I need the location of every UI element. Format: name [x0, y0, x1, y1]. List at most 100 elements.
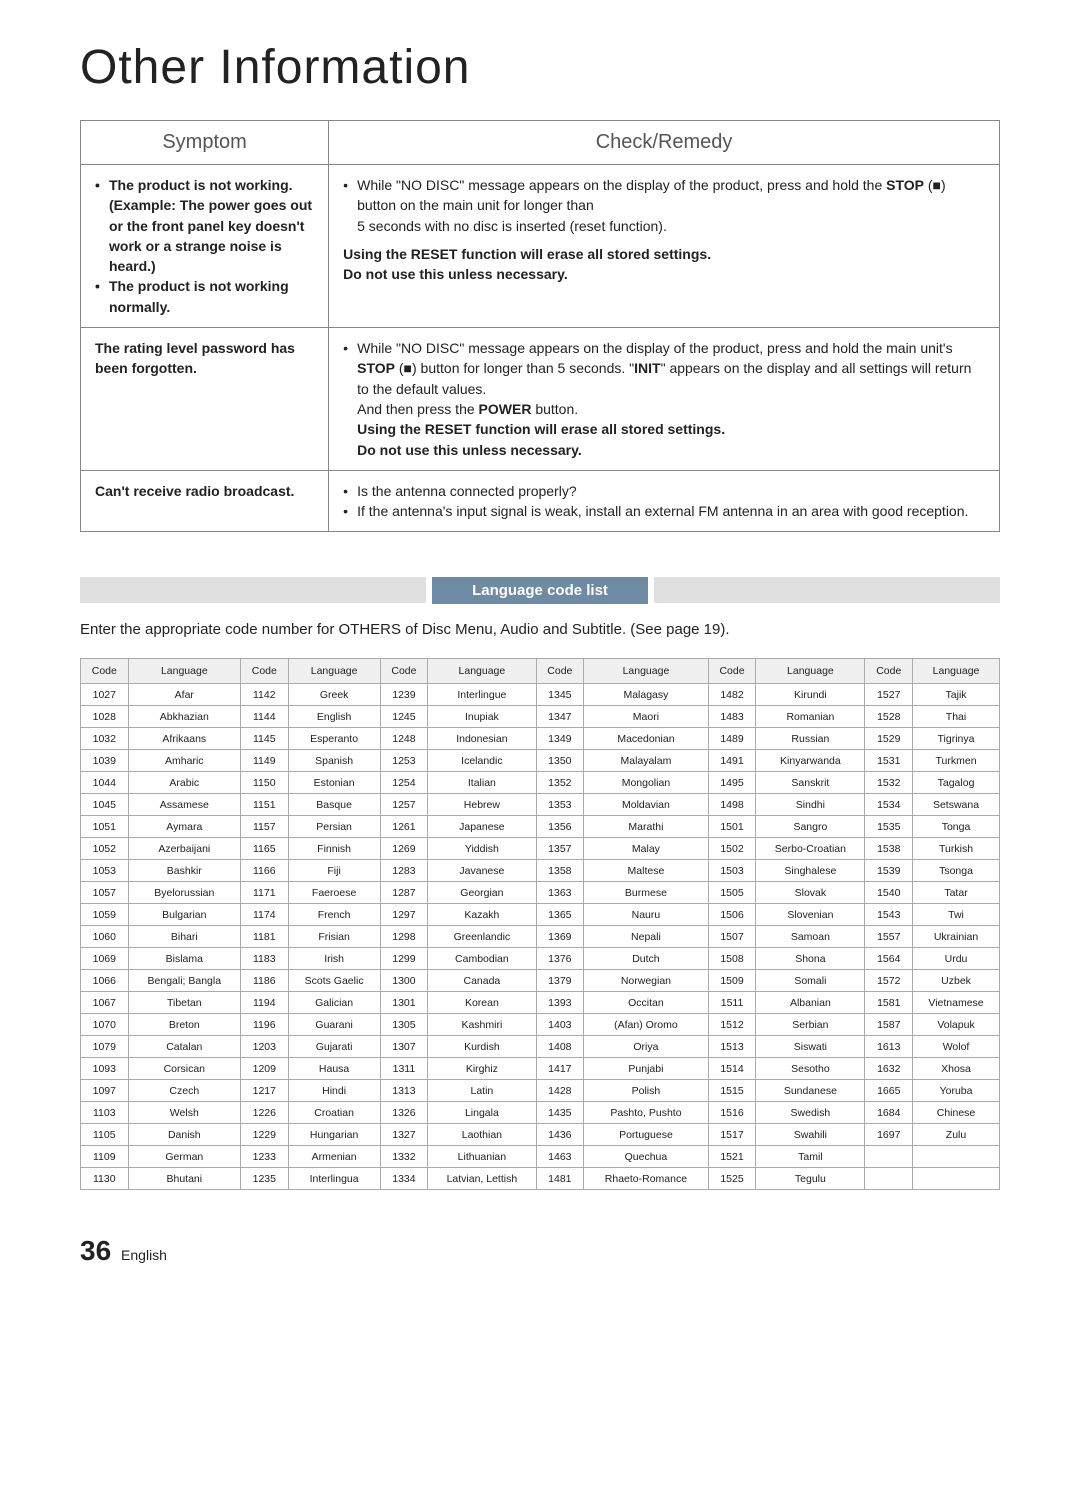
lang-cell: 1393 [536, 992, 584, 1014]
lang-cell: Kirghiz [428, 1058, 536, 1080]
lang-cell: Kurdish [428, 1036, 536, 1058]
lang-cell: 1365 [536, 904, 584, 926]
lang-cell: 1356 [536, 816, 584, 838]
symptom-cell: Can't receive radio broadcast. [81, 470, 329, 532]
lang-cell: Greenlandic [428, 926, 536, 948]
lang-cell: Samoan [756, 926, 865, 948]
lang-cell: Bulgarian [128, 904, 240, 926]
section-title: Language code list [426, 577, 654, 604]
lang-cell: 1171 [241, 882, 289, 904]
lang-cell: Russian [756, 728, 865, 750]
th-symptom: Symptom [81, 121, 329, 165]
lang-cell: Canada [428, 970, 536, 992]
lang-cell: Inupiak [428, 706, 536, 728]
lang-th: Code [241, 659, 289, 684]
lang-cell: 1039 [81, 750, 129, 772]
lang-cell: 1353 [536, 794, 584, 816]
lang-cell: 1298 [380, 926, 428, 948]
lang-cell: 1235 [241, 1168, 289, 1190]
lang-cell: 1521 [708, 1146, 756, 1168]
lang-cell: (Afan) Oromo [584, 1014, 709, 1036]
lang-cell: 1174 [241, 904, 289, 926]
lang-th: Code [708, 659, 756, 684]
lang-cell: 1350 [536, 750, 584, 772]
lang-cell: Xhosa [913, 1058, 1000, 1080]
lang-cell: 1532 [865, 772, 913, 794]
lang-cell: 1501 [708, 816, 756, 838]
lang-cell: 1512 [708, 1014, 756, 1036]
lang-cell: 1097 [81, 1080, 129, 1102]
lang-cell: 1347 [536, 706, 584, 728]
lang-cell: Persian [288, 816, 380, 838]
lang-cell: 1248 [380, 728, 428, 750]
lang-cell: Slovenian [756, 904, 865, 926]
lang-th: Code [536, 659, 584, 684]
lang-cell: 1069 [81, 948, 129, 970]
lang-cell: Frisian [288, 926, 380, 948]
lang-cell: 1352 [536, 772, 584, 794]
lang-cell: 1257 [380, 794, 428, 816]
lang-cell: 1498 [708, 794, 756, 816]
lang-cell: Croatian [288, 1102, 380, 1124]
lang-cell: Cambodian [428, 948, 536, 970]
lang-cell: Somali [756, 970, 865, 992]
lang-cell: Serbian [756, 1014, 865, 1036]
lang-cell: Kinyarwanda [756, 750, 865, 772]
lang-cell: Albanian [756, 992, 865, 1014]
lang-cell: Thai [913, 706, 1000, 728]
lang-cell: Hungarian [288, 1124, 380, 1146]
lang-cell: 1408 [536, 1036, 584, 1058]
lang-cell: 1057 [81, 882, 129, 904]
lang-cell: 1151 [241, 794, 289, 816]
lang-cell: 1203 [241, 1036, 289, 1058]
lang-cell: 1150 [241, 772, 289, 794]
lang-cell: 1327 [380, 1124, 428, 1146]
lang-cell: Sindhi [756, 794, 865, 816]
lang-cell: Welsh [128, 1102, 240, 1124]
lang-cell: Bislama [128, 948, 240, 970]
lang-cell: Amharic [128, 750, 240, 772]
lang-cell [865, 1146, 913, 1168]
lang-cell: Oriya [584, 1036, 709, 1058]
lang-cell: Bashkir [128, 860, 240, 882]
lang-cell: Afrikaans [128, 728, 240, 750]
lang-cell: Tibetan [128, 992, 240, 1014]
lang-cell: 1529 [865, 728, 913, 750]
lang-cell: Scots Gaelic [288, 970, 380, 992]
lang-cell: German [128, 1146, 240, 1168]
lang-cell: Abkhazian [128, 706, 240, 728]
lang-cell: 1299 [380, 948, 428, 970]
lang-cell: Nepali [584, 926, 709, 948]
lang-cell: Vietnamese [913, 992, 1000, 1014]
lang-cell: 1253 [380, 750, 428, 772]
lang-cell: Korean [428, 992, 536, 1014]
lang-cell: Greek [288, 684, 380, 706]
language-table: CodeLanguageCodeLanguageCodeLanguageCode… [80, 658, 1000, 1190]
lang-cell: 1287 [380, 882, 428, 904]
lang-cell: 1369 [536, 926, 584, 948]
lang-cell: Gujarati [288, 1036, 380, 1058]
lang-cell: Yoruba [913, 1080, 1000, 1102]
lang-cell: 1079 [81, 1036, 129, 1058]
lang-cell: Sanskrit [756, 772, 865, 794]
lang-cell: 1345 [536, 684, 584, 706]
lang-cell: 1502 [708, 838, 756, 860]
lang-cell: Bihari [128, 926, 240, 948]
lang-cell: 1149 [241, 750, 289, 772]
lang-cell: 1332 [380, 1146, 428, 1168]
troubleshoot-table: Symptom Check/Remedy The product is not … [80, 120, 1000, 532]
lang-cell: Volapuk [913, 1014, 1000, 1036]
lang-cell: Nauru [584, 904, 709, 926]
lang-cell: Punjabi [584, 1058, 709, 1080]
lang-cell: Japanese [428, 816, 536, 838]
lang-cell: 1045 [81, 794, 129, 816]
lang-cell: 1060 [81, 926, 129, 948]
lang-cell: French [288, 904, 380, 926]
lang-cell: Turkish [913, 838, 1000, 860]
remedy-cell: Is the antenna connected properly?If the… [329, 470, 1000, 532]
lang-cell: Sesotho [756, 1058, 865, 1080]
lang-cell: 1534 [865, 794, 913, 816]
lang-cell: Estonian [288, 772, 380, 794]
lang-cell: 1506 [708, 904, 756, 926]
lang-cell: 1226 [241, 1102, 289, 1124]
